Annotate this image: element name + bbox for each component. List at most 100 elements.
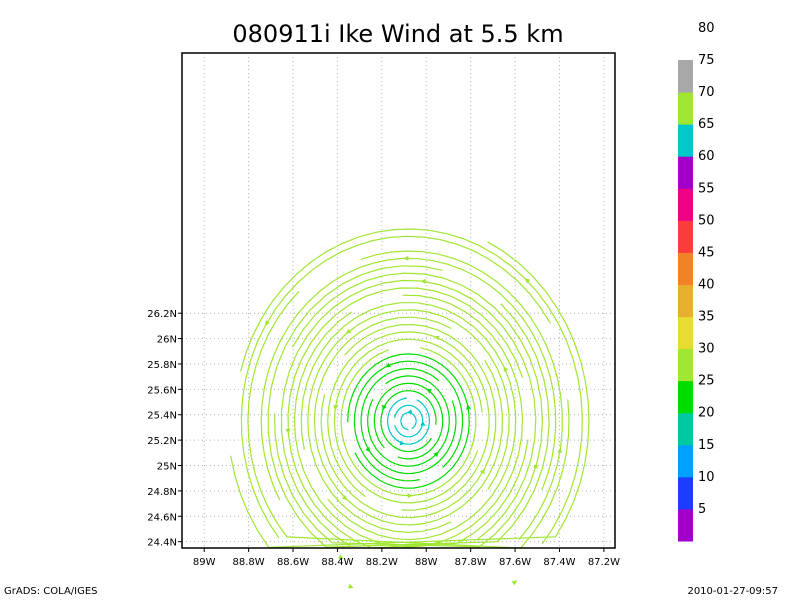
streamline-arrow xyxy=(434,335,440,341)
colorbar-swatch xyxy=(678,220,693,253)
chart-title: 080911i Ike Wind at 5.5 km xyxy=(232,20,563,48)
y-tick-label: 24.8N xyxy=(147,487,177,498)
streamline-arrow xyxy=(524,278,531,284)
streamline xyxy=(247,290,570,549)
colorbar-label: 70 xyxy=(698,85,715,100)
streamline-arrow xyxy=(503,366,509,372)
y-tick-label: 24.6N xyxy=(147,512,177,523)
streamline xyxy=(287,287,529,549)
streamline xyxy=(333,338,483,504)
streamline xyxy=(267,265,550,548)
colorbar: 5 10 15 20 25 30 35 40 45 50 55 60 65 70 75 80 xyxy=(678,21,715,542)
colorbar-swatch xyxy=(678,476,693,510)
plot-frame xyxy=(181,52,616,549)
colorbar-label: 5 xyxy=(698,502,706,517)
streamline xyxy=(230,241,590,548)
y-tick-label: 25.2N xyxy=(147,436,177,447)
streamline-arrow xyxy=(348,583,354,589)
streamline-arrow xyxy=(345,328,352,334)
colorbar-swatch xyxy=(678,60,693,93)
y-tick-label: 25N xyxy=(157,462,177,473)
streamline xyxy=(353,360,464,482)
colorbar-swatch xyxy=(678,380,693,414)
streamline xyxy=(240,235,551,539)
x-axis: 89W 88.8W 88.6W 88.4W 88.2W 88W 87.8W 87.6W 87.4… xyxy=(193,548,620,568)
colorbar-label: 50 xyxy=(698,213,715,228)
streamline-arrow xyxy=(382,404,387,411)
y-tick-label: 25.4N xyxy=(147,411,177,422)
colorbar-swatch xyxy=(678,188,693,221)
streamline xyxy=(307,309,510,534)
streamline-arrow xyxy=(420,279,426,284)
colorbar-swatch xyxy=(678,156,693,189)
y-tick-label: 25.6N xyxy=(147,385,177,396)
streamline-arrow xyxy=(333,405,339,411)
y-tick-label: 24.4N xyxy=(147,538,177,549)
colorbar-swatch xyxy=(678,444,693,478)
streamline xyxy=(280,279,537,547)
x-tick-label: 88.2W xyxy=(366,557,398,568)
colorbar-label: 80 xyxy=(698,21,715,36)
streamline-arrow xyxy=(433,451,439,457)
streamline-arrow xyxy=(533,463,538,469)
streamline-arrow xyxy=(285,428,291,434)
colorbar-swatch xyxy=(678,252,693,285)
x-tick-label: 88W xyxy=(415,557,438,568)
colorbar-swatch xyxy=(678,124,693,157)
streamline-arrow xyxy=(407,493,413,499)
streamline xyxy=(274,272,544,548)
streamline xyxy=(293,294,524,548)
streamline-arrow xyxy=(420,420,426,426)
streamline xyxy=(327,331,490,511)
y-axis: 24.4N 24.6N 24.8N 25N 25.2N 25.4N 25.6N 25.8N 26… xyxy=(147,309,182,549)
x-tick-label: 87.4W xyxy=(543,557,575,568)
x-tick-label: 87.6W xyxy=(499,557,531,568)
streamline-arrow xyxy=(342,495,348,501)
x-tick-label: 88.6W xyxy=(277,557,309,568)
colorbar-swatch xyxy=(678,508,693,542)
x-tick-label: 88.4W xyxy=(321,557,353,568)
colorbar-label: 20 xyxy=(698,406,715,421)
streamline-arrow xyxy=(479,468,485,475)
streamline-arrow xyxy=(399,440,405,446)
streamline-arrow xyxy=(385,362,391,368)
streamline xyxy=(360,250,563,540)
colorbar-label: 65 xyxy=(698,117,715,132)
y-tick-label: 25.8N xyxy=(147,360,177,371)
colorbar-label: 60 xyxy=(698,149,715,164)
colorbar-swatch xyxy=(678,284,693,318)
colorbar-swatch xyxy=(678,316,693,350)
streamline xyxy=(240,228,583,545)
colorbar-label: 75 xyxy=(698,53,715,68)
colorbar-label: 55 xyxy=(698,181,715,196)
streamline-arrow xyxy=(365,446,371,453)
x-tick-label: 87.8W xyxy=(455,557,487,568)
colorbar-label: 10 xyxy=(698,470,715,485)
streamline-arrow xyxy=(466,404,471,410)
streamlines xyxy=(230,228,590,589)
streamline-arrow xyxy=(265,320,270,326)
x-tick-label: 87.2W xyxy=(588,557,620,568)
colorbar-label: 35 xyxy=(698,310,715,325)
x-tick-label: 89W xyxy=(193,557,216,568)
y-tick-label: 26.2N xyxy=(147,309,177,320)
streamline xyxy=(394,404,424,438)
streamline-arrow xyxy=(403,255,409,261)
y-tick-label: 26N xyxy=(157,335,177,346)
colorbar-label: 40 xyxy=(698,277,715,292)
colorbar-label: 30 xyxy=(698,342,715,357)
streamline-arrow xyxy=(406,409,413,415)
streamline xyxy=(400,412,417,431)
streamline-arrow xyxy=(426,388,432,394)
streamline-arrow xyxy=(338,554,344,559)
x-tick-label: 88.8W xyxy=(233,557,265,568)
grid xyxy=(182,53,615,548)
streamline xyxy=(347,353,470,489)
footer-left: GrADS: COLA/IGES xyxy=(4,586,98,597)
footer-right: 2010-01-27-09:57 xyxy=(687,586,778,597)
colorbar-label: 45 xyxy=(698,245,715,260)
streamline xyxy=(373,382,444,460)
streamline xyxy=(300,302,517,541)
streamline-arrow xyxy=(557,447,563,453)
